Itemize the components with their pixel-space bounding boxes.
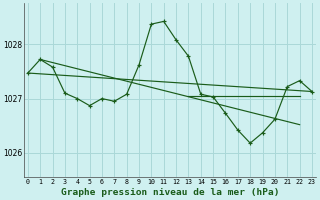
X-axis label: Graphe pression niveau de la mer (hPa): Graphe pression niveau de la mer (hPa) bbox=[61, 188, 279, 197]
